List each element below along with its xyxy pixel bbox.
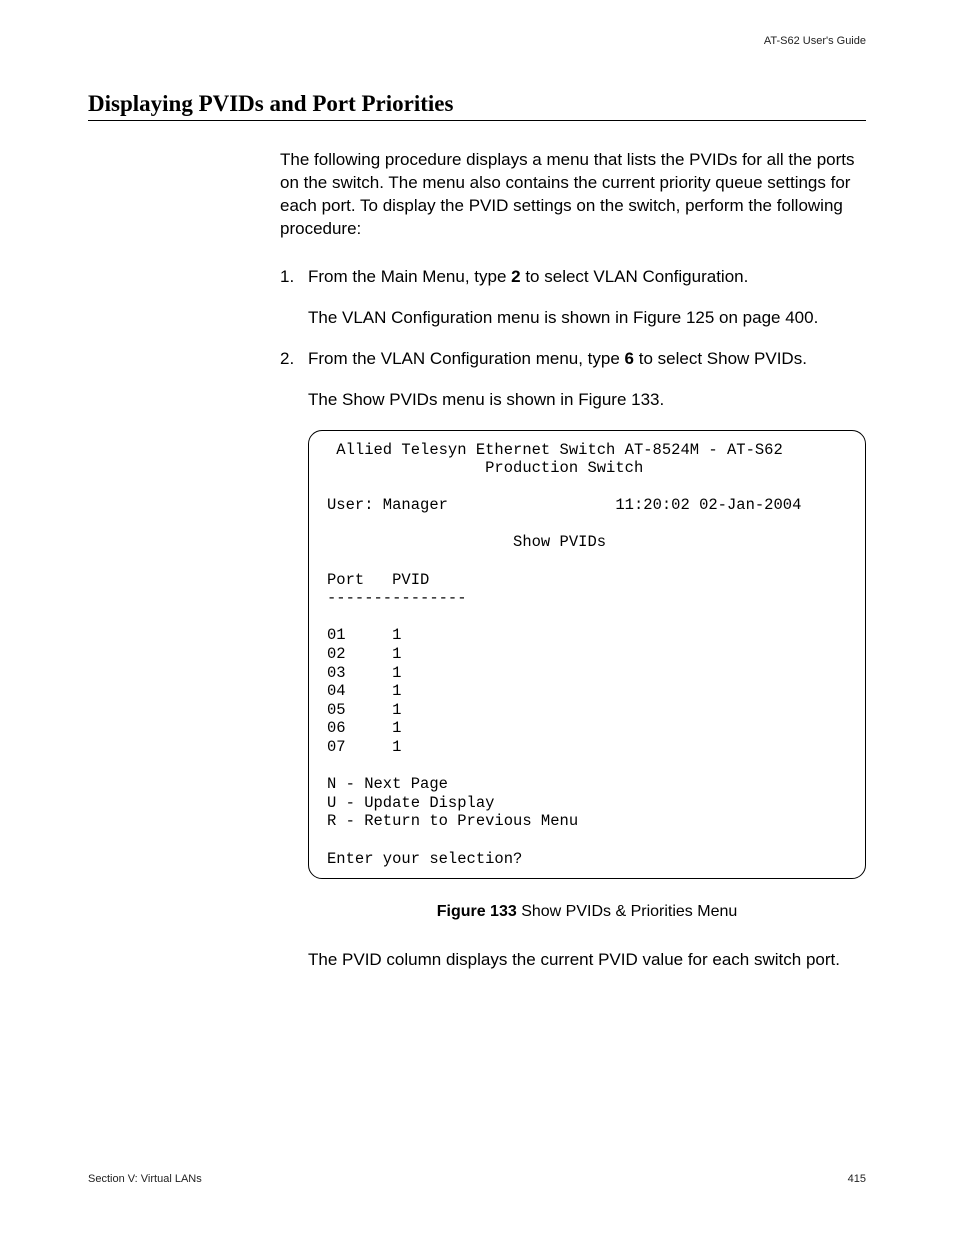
step-2-bold: 6 [625, 349, 634, 368]
step-1-number: 1. [280, 266, 308, 289]
term-row-0-port: 01 [327, 626, 346, 644]
footer-section: Section V: Virtual LANs [88, 1173, 202, 1185]
term-row-5-port: 06 [327, 719, 346, 737]
term-row-6-pvid: 1 [392, 738, 401, 756]
step-1-text-post: to select VLAN Configuration. [521, 267, 749, 286]
page-footer: Section V: Virtual LANs 415 [88, 1173, 866, 1185]
term-opt-r: R - Return to Previous Menu [327, 812, 578, 830]
step-1: 1. From the Main Menu, type 2 to select … [280, 266, 866, 289]
term-row-3-port: 04 [327, 682, 346, 700]
term-table-header: Port PVID [327, 571, 429, 589]
term-line2: Production Switch [327, 459, 643, 477]
title-rule [88, 120, 866, 121]
term-rule: --------------- [327, 589, 467, 607]
terminal-figure: Allied Telesyn Ethernet Switch AT-8524M … [308, 430, 866, 880]
closing-paragraph: The PVID column displays the current PVI… [308, 949, 866, 972]
term-menu-title: Show PVIDs [327, 533, 606, 551]
step-2-number: 2. [280, 348, 308, 371]
step-2-body: From the VLAN Configuration menu, type 6… [308, 348, 866, 371]
term-row-5-pvid: 1 [392, 719, 401, 737]
step-1-bold: 2 [511, 267, 520, 286]
term-row-0-pvid: 1 [392, 626, 401, 644]
intro-paragraph: The following procedure displays a menu … [280, 149, 866, 241]
step-2-follow: The Show PVIDs menu is shown in Figure 1… [308, 389, 866, 412]
term-opt-u: U - Update Display [327, 794, 494, 812]
running-header: AT-S62 User's Guide [88, 35, 866, 47]
figure-caption: Figure 133 Show PVIDs & Priorities Menu [308, 901, 866, 923]
term-row-3-pvid: 1 [392, 682, 401, 700]
term-user-right: 11:20:02 02-Jan-2004 [615, 496, 801, 514]
term-row-1-port: 02 [327, 645, 346, 663]
term-row-6-port: 07 [327, 738, 346, 756]
step-2-text-pre: From the VLAN Configuration menu, type [308, 349, 625, 368]
section-title: Displaying PVIDs and Port Priorities [88, 91, 866, 117]
step-2: 2. From the VLAN Configuration menu, typ… [280, 348, 866, 371]
term-row-2-pvid: 1 [392, 664, 401, 682]
figure-label: Figure 133 [437, 903, 517, 920]
step-1-text-pre: From the Main Menu, type [308, 267, 511, 286]
term-line1: Allied Telesyn Ethernet Switch AT-8524M … [327, 441, 783, 459]
figure-caption-text: Show PVIDs & Priorities Menu [517, 903, 738, 920]
term-row-2-port: 03 [327, 664, 346, 682]
term-row-4-port: 05 [327, 701, 346, 719]
term-row-4-pvid: 1 [392, 701, 401, 719]
step-2-text-post: to select Show PVIDs. [634, 349, 807, 368]
terminal-screen: Allied Telesyn Ethernet Switch AT-8524M … [308, 430, 866, 880]
term-prompt: Enter your selection? [327, 850, 522, 868]
step-1-follow: The VLAN Configuration menu is shown in … [308, 307, 866, 330]
term-row-1-pvid: 1 [392, 645, 401, 663]
term-opt-n: N - Next Page [327, 775, 448, 793]
step-1-body: From the Main Menu, type 2 to select VLA… [308, 266, 866, 289]
footer-page-number: 415 [848, 1173, 866, 1185]
term-user-left: User: Manager [327, 496, 448, 514]
